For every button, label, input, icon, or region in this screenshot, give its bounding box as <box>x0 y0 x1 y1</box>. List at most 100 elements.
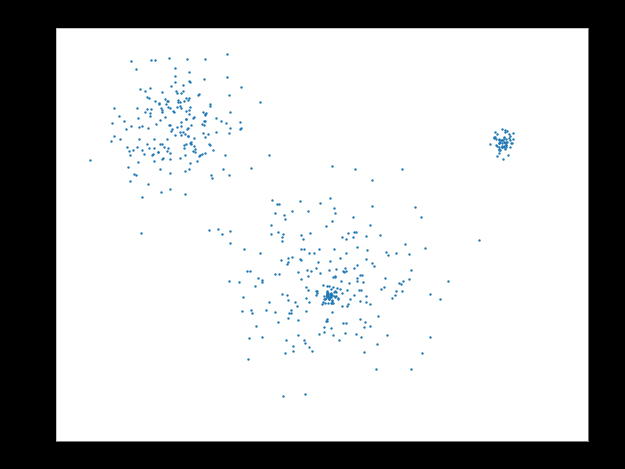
Point <box>138 122 148 130</box>
Point <box>211 129 221 136</box>
Point <box>489 128 499 136</box>
Point <box>277 237 287 245</box>
Point <box>278 392 288 399</box>
Point <box>107 119 118 126</box>
Point <box>322 315 332 323</box>
Point <box>314 331 324 338</box>
Point <box>179 98 189 105</box>
Point <box>165 155 175 163</box>
Point <box>134 85 144 92</box>
Point <box>318 298 328 306</box>
Point <box>162 148 172 155</box>
Point <box>398 165 408 172</box>
Point <box>274 271 284 278</box>
Point <box>329 288 339 296</box>
Point <box>301 307 311 314</box>
Point <box>243 355 253 363</box>
Point <box>181 130 191 137</box>
Point <box>156 165 166 173</box>
Point <box>325 293 335 300</box>
Point <box>199 76 209 83</box>
Point <box>323 293 333 301</box>
Point <box>270 210 280 217</box>
Point <box>189 114 199 121</box>
Point <box>184 106 194 113</box>
Point <box>342 230 352 237</box>
Point <box>327 296 337 303</box>
Point <box>169 108 179 116</box>
Point <box>315 269 325 277</box>
Point <box>322 293 332 300</box>
Point <box>109 104 119 111</box>
Point <box>165 185 175 193</box>
Point <box>375 231 385 239</box>
Point <box>300 340 310 347</box>
Point <box>270 309 280 316</box>
Point <box>369 262 379 270</box>
Point <box>321 293 331 300</box>
Point <box>326 293 336 301</box>
Point <box>164 54 174 61</box>
Point <box>121 125 131 133</box>
Point <box>319 328 329 336</box>
Point <box>186 138 196 145</box>
Point <box>200 110 210 117</box>
Point <box>200 133 210 141</box>
Point <box>282 291 292 299</box>
Point <box>325 195 335 202</box>
Point <box>314 245 324 252</box>
Point <box>376 286 386 293</box>
Point <box>394 280 404 287</box>
Point <box>253 274 262 282</box>
Point <box>176 122 186 130</box>
Point <box>203 130 213 137</box>
Point <box>236 124 246 132</box>
Point <box>200 150 210 157</box>
Point <box>361 255 371 263</box>
Point <box>336 289 346 296</box>
Point <box>325 292 335 300</box>
Point <box>328 273 338 280</box>
Point <box>146 151 156 159</box>
Point <box>182 126 192 133</box>
Point <box>495 146 505 153</box>
Point <box>204 226 214 234</box>
Point <box>221 119 231 127</box>
Point <box>324 295 334 303</box>
Point <box>143 124 153 132</box>
Point <box>174 129 184 136</box>
Point <box>362 246 372 254</box>
Point <box>322 318 332 325</box>
Point <box>224 171 234 179</box>
Point <box>149 157 159 165</box>
Point <box>250 282 260 290</box>
Point <box>143 180 153 188</box>
Point <box>372 340 382 348</box>
Point <box>343 300 353 308</box>
Point <box>170 131 180 139</box>
Point <box>390 291 400 299</box>
Point <box>179 144 189 151</box>
Point <box>176 105 186 112</box>
Point <box>216 117 226 124</box>
Point <box>134 135 144 143</box>
Point <box>170 72 180 80</box>
Point <box>296 245 306 253</box>
Point <box>162 135 172 143</box>
Point <box>246 306 256 313</box>
Point <box>170 78 180 85</box>
Point <box>175 98 185 106</box>
Point <box>506 140 516 147</box>
Point <box>235 126 245 133</box>
Point <box>200 118 210 125</box>
Point <box>157 108 167 116</box>
Point <box>410 204 420 211</box>
Point <box>499 143 509 150</box>
Point <box>329 293 339 300</box>
Point <box>123 164 133 171</box>
Point <box>192 158 202 165</box>
Point <box>304 249 314 257</box>
Point <box>320 299 330 307</box>
Point <box>255 98 265 106</box>
Point <box>162 144 172 152</box>
